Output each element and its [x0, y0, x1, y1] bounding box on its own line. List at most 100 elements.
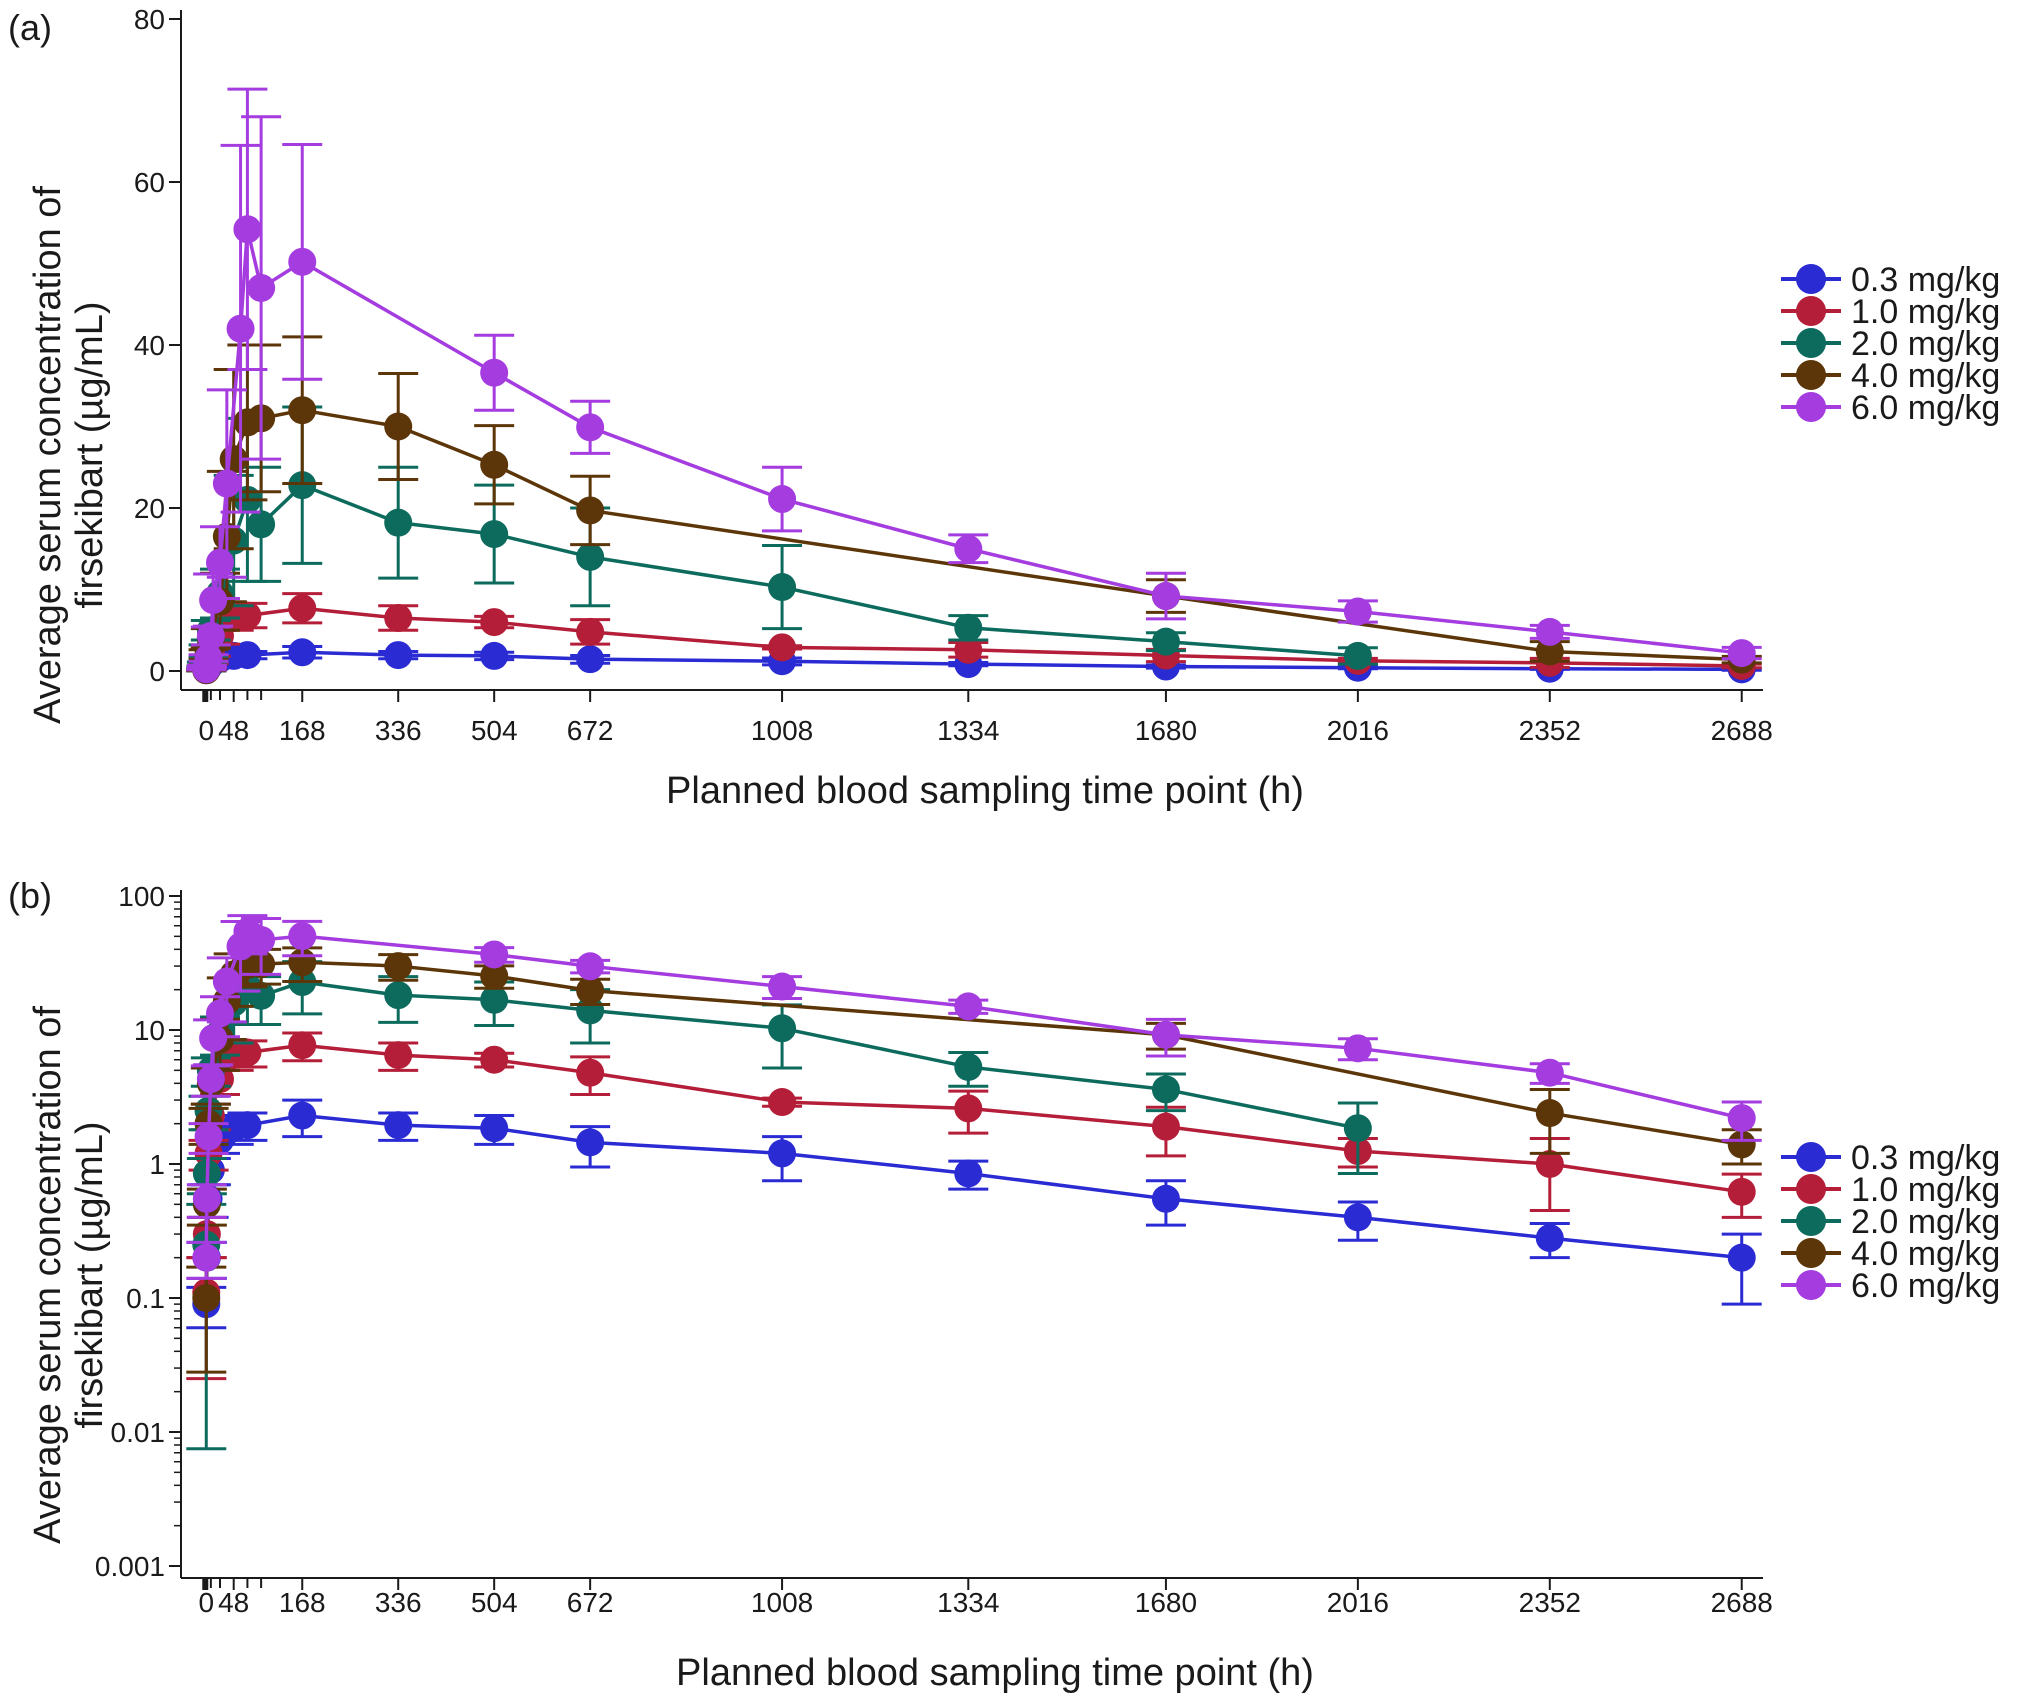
- legend-label: 4.0 mg/kg: [1851, 357, 2000, 395]
- data-point: [288, 1101, 317, 1130]
- panel-a-y-tick-label: 20: [134, 493, 165, 524]
- data-point: [1343, 641, 1372, 670]
- panel-b-y-tick-label: 0.001: [95, 1551, 165, 1582]
- data-point: [576, 645, 605, 674]
- panel-b-x-tick-label: 1008: [751, 1587, 813, 1618]
- panel-b-x-tick-label: 2352: [1519, 1587, 1581, 1618]
- legend-swatch-marker: [1796, 392, 1826, 422]
- panel-b-y-tick-label: 0.1: [126, 1283, 165, 1314]
- panel-a-y-tick-label: 0: [149, 656, 165, 687]
- data-point: [288, 638, 317, 667]
- panel-b-x-tick-label: 1680: [1135, 1587, 1197, 1618]
- panel-a-x-tick-label: 1334: [937, 715, 999, 746]
- data-point: [480, 1045, 509, 1074]
- data-point: [954, 534, 983, 563]
- panel-b-legend: 0.3 mg/kg1.0 mg/kg2.0 mg/kg4.0 mg/kg6.0 …: [1781, 1139, 2000, 1305]
- panel-b-x-axis-title: Planned blood sampling time point (h): [676, 1652, 1314, 1694]
- panel-a-x-tick-label: 504: [471, 715, 518, 746]
- panel-b-x-tick-label: 168: [279, 1587, 326, 1618]
- legend-label: 1.0 mg/kg: [1851, 293, 2000, 331]
- legend-swatch-marker: [1796, 296, 1826, 326]
- legend-entry: 4.0 mg/kg: [1781, 357, 2000, 395]
- data-point: [1343, 1034, 1372, 1063]
- data-point: [480, 450, 509, 479]
- panel-b-y-tick-label: 10: [134, 1015, 165, 1046]
- legend-swatch-marker: [1796, 1142, 1826, 1172]
- panel-b-x-tick-label: 336: [375, 1587, 422, 1618]
- data-point: [247, 510, 276, 539]
- panel-b-y-axis-title: Average serum concentration of firsekiba…: [27, 1006, 111, 1544]
- data-point: [1151, 582, 1180, 611]
- panel-b-y-axis-title-line2: firsekibart (µg/mL): [69, 1122, 111, 1429]
- panel-b-x-tick-label: 2688: [1711, 1587, 1773, 1618]
- panel-b-x-tick-label: 504: [471, 1587, 518, 1618]
- panel-b-series-2-0-mg-kg: [186, 960, 1378, 1451]
- data-point: [576, 542, 605, 571]
- legend-entry: 1.0 mg/kg: [1781, 293, 2000, 331]
- data-point: [384, 952, 413, 981]
- data-point: [1535, 637, 1564, 666]
- data-point: [199, 586, 228, 615]
- panel-a-x-tick-label: 336: [375, 715, 422, 746]
- data-point: [233, 215, 262, 244]
- data-point: [1535, 1058, 1564, 1087]
- panel-b-y-tick-label: 100: [118, 881, 165, 912]
- legend-swatch-marker: [1796, 1270, 1826, 1300]
- panel-a-x-tick-label: 48: [218, 715, 249, 746]
- data-point: [768, 1139, 797, 1168]
- data-point: [768, 485, 797, 514]
- data-point: [768, 633, 797, 662]
- panel-b-y-axis-title-line1: Average serum concentration of: [27, 1006, 69, 1544]
- data-point: [384, 1111, 413, 1140]
- data-point: [1727, 639, 1756, 668]
- panel-b-axes: 0.001 0.01 0.1 1 10 100 0 48 168 336 504 672 1008 133…: [95, 881, 1773, 1618]
- data-point: [288, 247, 317, 276]
- data-point: [384, 604, 413, 633]
- legend-swatch-marker: [1796, 1174, 1826, 1204]
- data-point: [1343, 597, 1372, 626]
- panel-a-y-tick-label: 80: [134, 4, 165, 35]
- data-point: [1535, 1099, 1564, 1128]
- data-point: [1727, 1130, 1756, 1159]
- data-point: [480, 985, 509, 1014]
- data-point: [954, 992, 983, 1021]
- panel-b-x-origin-mark: [202, 1578, 209, 1590]
- panel-a-x-tick-label: 2352: [1519, 715, 1581, 746]
- panel-b-series-1-0-mg-kg: [186, 1031, 1762, 1381]
- data-point: [194, 643, 223, 672]
- panel-b-y-tick-label: 1: [149, 1149, 165, 1180]
- panel-a-y-tick-label: 60: [134, 167, 165, 198]
- panel-b-x-tick-label: 48: [218, 1587, 249, 1618]
- series-line: [204, 1113, 1742, 1305]
- data-point: [768, 573, 797, 602]
- data-point: [1535, 1150, 1564, 1178]
- legend-entry: 0.3 mg/kg: [1781, 261, 2000, 299]
- data-point: [480, 641, 509, 670]
- legend-swatch-marker: [1796, 360, 1826, 390]
- data-point: [247, 273, 276, 302]
- data-point: [768, 972, 797, 1001]
- legend-label: 6.0 mg/kg: [1851, 1267, 2000, 1305]
- data-point: [212, 469, 241, 498]
- data-point: [288, 922, 317, 951]
- data-point: [199, 1024, 228, 1053]
- data-point: [288, 471, 317, 500]
- legend-label: 0.3 mg/kg: [1851, 261, 2000, 299]
- panel-a-x-origin-mark: [202, 690, 209, 702]
- data-point: [576, 1128, 605, 1157]
- data-point: [288, 396, 317, 425]
- legend-entry: 2.0 mg/kg: [1781, 325, 2000, 363]
- data-point: [1151, 1184, 1180, 1213]
- panel-b-series-6-0-mg-kg: [186, 914, 1762, 1280]
- panel-a-x-tick-label: 2016: [1327, 715, 1389, 746]
- series-line: [204, 929, 1743, 1258]
- panel-a-x-tick-label: 2688: [1711, 715, 1773, 746]
- data-point: [954, 635, 983, 664]
- legend-swatch-marker: [1796, 1238, 1826, 1268]
- data-point: [1151, 627, 1180, 656]
- data-point: [226, 314, 255, 343]
- data-point: [480, 608, 509, 637]
- data-point: [1727, 1104, 1756, 1133]
- panel-b-x-tick-label: 672: [567, 1587, 614, 1618]
- data-point: [576, 617, 605, 646]
